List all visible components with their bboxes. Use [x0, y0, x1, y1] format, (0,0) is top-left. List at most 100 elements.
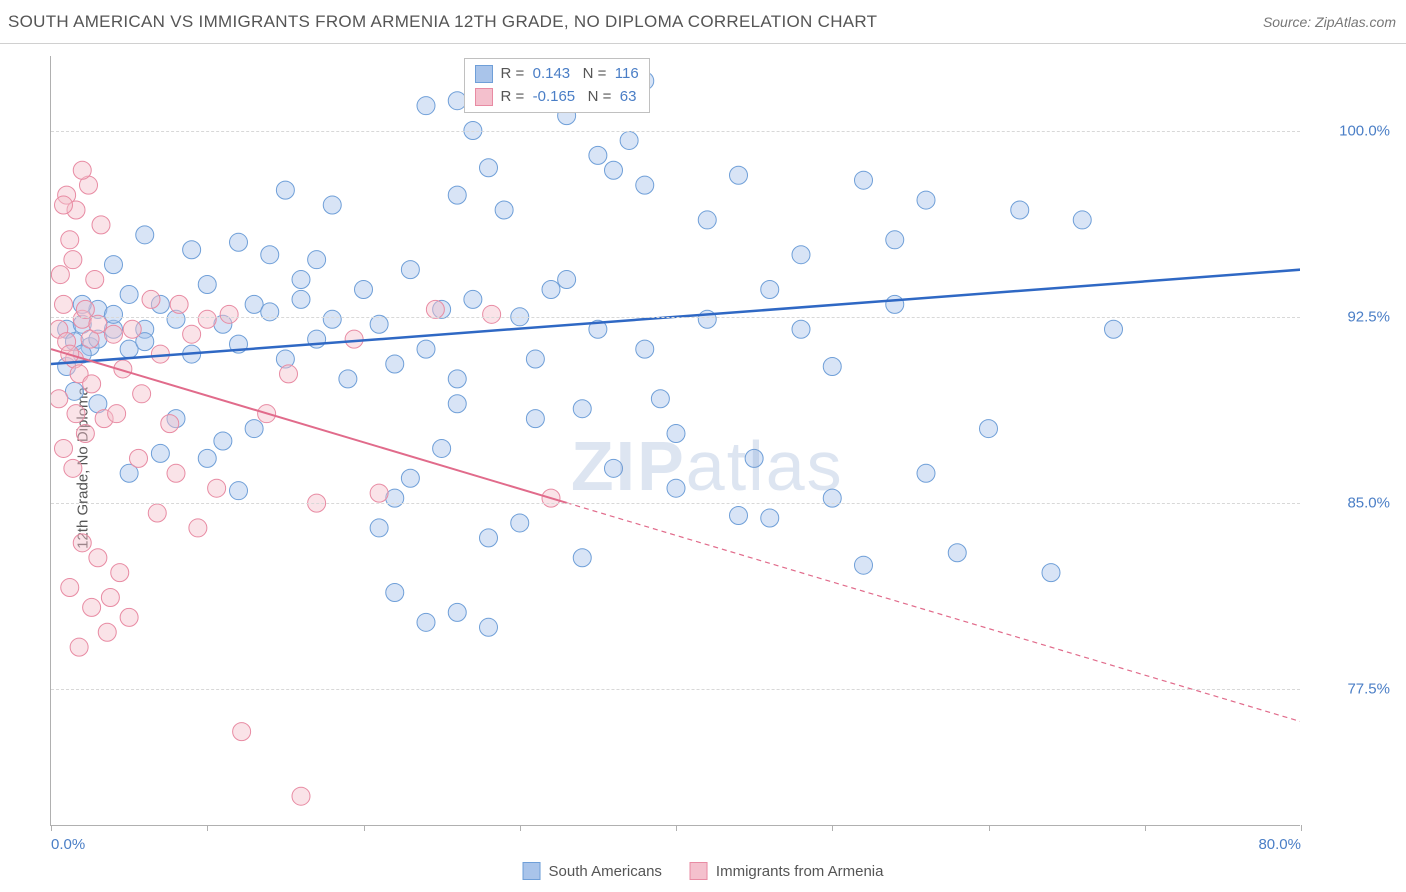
- scatter-point: [214, 432, 232, 450]
- gridline: [51, 317, 1300, 318]
- scatter-point: [308, 251, 326, 269]
- scatter-point: [151, 295, 169, 313]
- x-tick: [989, 825, 990, 831]
- plot-container: 12th Grade, No Diploma ZIPatlas R = 0.14…: [0, 44, 1406, 892]
- scatter-point: [917, 464, 935, 482]
- scatter-point: [95, 410, 113, 428]
- scatter-point: [792, 320, 810, 338]
- scatter-point: [198, 276, 216, 294]
- scatter-point: [589, 320, 607, 338]
- scatter-point: [189, 519, 207, 537]
- gridline: [51, 689, 1300, 690]
- scatter-point: [651, 390, 669, 408]
- scatter-point: [292, 271, 310, 289]
- gridline: [51, 503, 1300, 504]
- scatter-point: [980, 420, 998, 438]
- scatter-point: [761, 509, 779, 527]
- scatter-point: [198, 449, 216, 467]
- scatter-point: [51, 266, 69, 284]
- x-tick: [207, 825, 208, 831]
- scatter-point: [233, 723, 251, 741]
- scatter-point: [208, 479, 226, 497]
- scatter-point: [605, 161, 623, 179]
- scatter-point: [401, 261, 419, 279]
- scatter-point: [51, 320, 68, 338]
- scatter-point: [61, 231, 79, 249]
- scatter-point: [526, 350, 544, 368]
- scatter-point: [261, 246, 279, 264]
- scatter-point: [370, 484, 388, 502]
- y-tick-label: 77.5%: [1310, 681, 1390, 698]
- scatter-point: [89, 549, 107, 567]
- scatter-point: [151, 444, 169, 462]
- scatter-point: [151, 345, 169, 363]
- scatter-point: [511, 514, 529, 532]
- scatter-point: [70, 365, 88, 383]
- scatter-point: [55, 439, 73, 457]
- scatter-point: [483, 305, 501, 323]
- scatter-point: [261, 303, 279, 321]
- scatter-point: [573, 400, 591, 418]
- scatter-point: [323, 196, 341, 214]
- scatter-point: [698, 310, 716, 328]
- scatter-point: [58, 333, 76, 351]
- scatter-point: [245, 295, 263, 313]
- scatter-point: [761, 280, 779, 298]
- scatter-point: [292, 290, 310, 308]
- scatter-point: [83, 598, 101, 616]
- scatter-point: [183, 345, 201, 363]
- chart-title: SOUTH AMERICAN VS IMMIGRANTS FROM ARMENI…: [8, 12, 877, 32]
- scatter-point: [480, 159, 498, 177]
- scatter-point: [464, 290, 482, 308]
- scatter-point: [480, 529, 498, 547]
- scatter-point: [386, 584, 404, 602]
- scatter-point: [73, 161, 91, 179]
- stats-row: R = 0.143 N = 116: [475, 63, 639, 86]
- scatter-point: [130, 449, 148, 467]
- scatter-point: [58, 357, 76, 375]
- scatter-point: [198, 310, 216, 328]
- scatter-point: [61, 579, 79, 597]
- gridline: [51, 131, 1300, 132]
- scatter-point: [258, 405, 276, 423]
- scatter-point: [886, 295, 904, 313]
- scatter-point: [292, 787, 310, 805]
- scatter-point: [730, 507, 748, 525]
- scatter-point: [417, 340, 435, 358]
- scatter-point: [667, 479, 685, 497]
- scatter-point: [620, 131, 638, 149]
- legend-label: South Americans: [549, 863, 662, 880]
- scatter-point: [886, 231, 904, 249]
- legend-item: Immigrants from Armenia: [690, 862, 884, 880]
- scatter-point: [1073, 211, 1091, 229]
- legend-swatch: [523, 862, 541, 880]
- scatter-point: [136, 320, 154, 338]
- scatter-point: [823, 357, 841, 375]
- scatter-point: [120, 285, 138, 303]
- scatter-point: [101, 588, 119, 606]
- scatter-point: [80, 176, 98, 194]
- legend-item: South Americans: [523, 862, 662, 880]
- scatter-point: [401, 469, 419, 487]
- x-tick: [51, 825, 52, 831]
- scatter-point: [636, 176, 654, 194]
- x-tick: [676, 825, 677, 831]
- scatter-point: [214, 315, 232, 333]
- scatter-point: [339, 370, 357, 388]
- scatter-point: [558, 271, 576, 289]
- scatter-point: [745, 449, 763, 467]
- scatter-point: [276, 181, 294, 199]
- scatter-point: [433, 439, 451, 457]
- scatter-point: [89, 330, 107, 348]
- scatter-point: [64, 459, 82, 477]
- scatter-point: [526, 410, 544, 428]
- scatter-point: [948, 544, 966, 562]
- scatter-point: [370, 519, 388, 537]
- scatter-point: [161, 415, 179, 433]
- scatter-point: [170, 295, 188, 313]
- scatter-point: [426, 300, 444, 318]
- scatter-point: [183, 241, 201, 259]
- scatter-point: [386, 489, 404, 507]
- scatter-point: [276, 350, 294, 368]
- stats-swatch: [475, 65, 493, 83]
